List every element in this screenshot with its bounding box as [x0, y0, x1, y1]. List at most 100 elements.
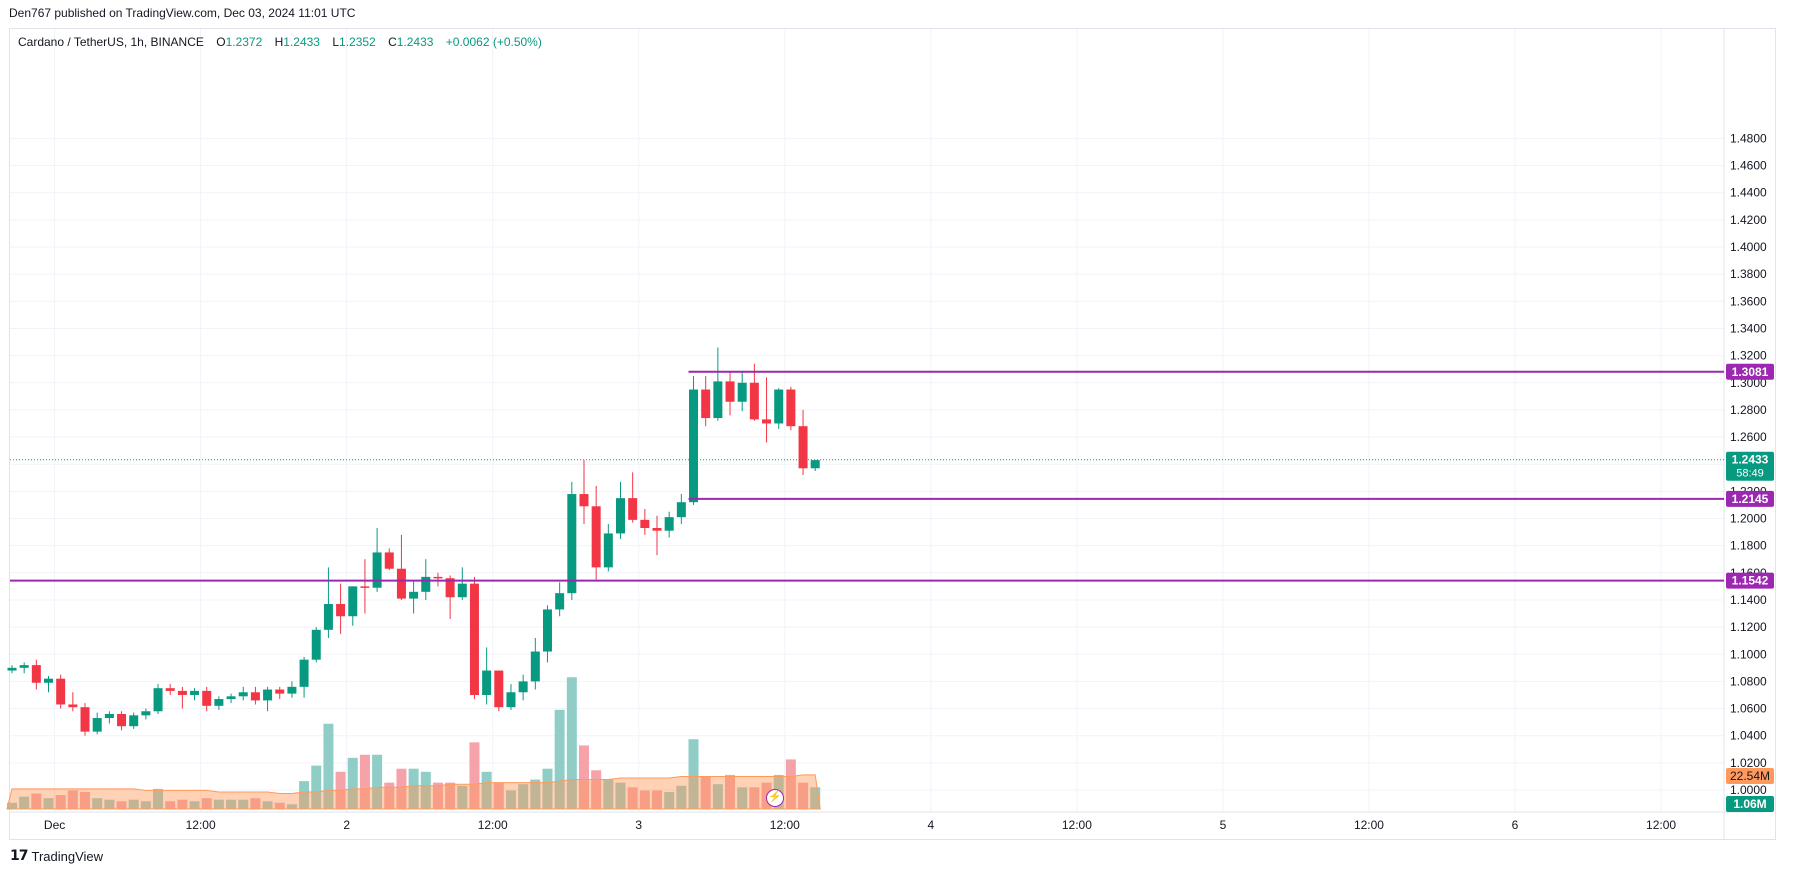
price-tick-label: 1.0000 [1730, 783, 1767, 797]
volume-bar [80, 791, 91, 809]
price-tick-label: 1.1400 [1730, 593, 1767, 607]
candle-body [518, 681, 528, 693]
candle-body [798, 426, 808, 469]
volume-bar [688, 739, 699, 809]
volume-bar [785, 759, 796, 809]
volume-bar [737, 787, 748, 809]
candle-body [117, 713, 127, 727]
candle-body [202, 690, 212, 706]
volume-bar [566, 677, 577, 809]
lightning-bolt-icon[interactable]: ⚡ [766, 789, 784, 807]
volume-bar [554, 709, 565, 809]
open-value: 1.2372 [225, 35, 263, 49]
price-tick-label: 1.1200 [1730, 620, 1767, 634]
candle-body [762, 419, 772, 424]
tradingview-brand: TradingView [31, 848, 104, 864]
volume-bar [530, 779, 541, 809]
close-label: C [388, 35, 397, 49]
volume-bar [615, 782, 626, 809]
candle-body [676, 502, 686, 518]
symbol-legend: Cardano / TetherUS, 1h, BINANCE O1.2372 … [18, 35, 551, 49]
candle-body [311, 629, 321, 660]
volume-bar [652, 790, 663, 809]
volume-bar [798, 782, 809, 809]
volume-bar [226, 799, 237, 809]
candle-body [165, 688, 175, 691]
volume-bar [518, 784, 529, 809]
candle-body [323, 604, 333, 630]
volume-current-tag [1726, 796, 1774, 812]
volume-bar [250, 798, 261, 809]
candle-body [275, 689, 285, 694]
candle-body [774, 389, 784, 424]
volume-bar [177, 799, 188, 809]
price-tick-label: 1.2000 [1730, 512, 1767, 526]
current-price-label: 1.2433 [1732, 453, 1769, 467]
candle-body [628, 498, 638, 520]
price-tick-label: 1.3600 [1730, 294, 1767, 308]
candle-body [214, 699, 224, 706]
candle-body [299, 659, 309, 687]
volume-bar [165, 801, 176, 809]
price-tick-label: 1.4000 [1730, 240, 1767, 254]
volume-bar [299, 781, 310, 809]
volume-ma-tag [1726, 768, 1774, 784]
candle-body [506, 692, 516, 708]
volume-bar [213, 799, 224, 809]
price-tick-label: 1.2800 [1730, 403, 1767, 417]
candle-body [664, 517, 674, 531]
volume-bar [67, 790, 78, 809]
candle-body [336, 604, 346, 617]
volume-bar [189, 801, 200, 809]
candle-body [92, 718, 102, 732]
candle-body [810, 460, 820, 469]
candle-body [737, 382, 747, 402]
volume-bar [359, 754, 370, 809]
tradingview-footer[interactable]: 17 TradingView [10, 848, 103, 864]
volume-bar [323, 723, 334, 809]
candle-body [555, 593, 565, 610]
candle-body [749, 382, 759, 420]
time-tick-label: 4 [927, 818, 934, 832]
candle-body [433, 576, 443, 579]
candle-body [250, 692, 260, 701]
volume-bar [31, 793, 42, 809]
candle-body [689, 389, 699, 503]
candle-body [591, 506, 601, 568]
volume-bar [311, 765, 322, 809]
volume-bar [201, 798, 212, 809]
candle-body [104, 713, 114, 719]
chart-frame[interactable] [9, 28, 1776, 840]
candle-body [238, 692, 248, 697]
candle-body [56, 678, 66, 705]
countdown-label: 58:49 [1736, 468, 1764, 480]
open-label: O [216, 35, 226, 49]
price-tick-label: 1.0600 [1730, 702, 1767, 716]
price-tick-label: 1.4800 [1730, 131, 1767, 145]
candle-body [494, 670, 504, 708]
candle-body [141, 711, 151, 716]
volume-bar [408, 768, 419, 809]
change-value: +0.0062 (+0.50%) [445, 35, 542, 49]
candle-body [177, 690, 187, 695]
time-tick-label: 2 [343, 818, 350, 832]
close-value: 1.2433 [396, 35, 434, 49]
current-price-tag [1726, 451, 1774, 481]
candle-body [263, 689, 273, 701]
volume-bar [664, 791, 675, 809]
volume-bar [92, 798, 103, 809]
time-tick-label: 6 [1512, 818, 1519, 832]
volume-bar [432, 782, 443, 809]
low-value: 1.2352 [339, 35, 376, 49]
volume-bar [140, 801, 151, 809]
price-tick-label: 1.4200 [1730, 213, 1767, 227]
price-tick-label: 1.0200 [1730, 756, 1767, 770]
volume-bar [712, 784, 723, 809]
volume-bar [493, 782, 504, 809]
candle-body [384, 552, 394, 569]
volume-bar [19, 796, 30, 809]
level-price-label: 1.3081 [1732, 365, 1769, 379]
candle-body [725, 381, 735, 402]
volume-bar [384, 782, 395, 809]
